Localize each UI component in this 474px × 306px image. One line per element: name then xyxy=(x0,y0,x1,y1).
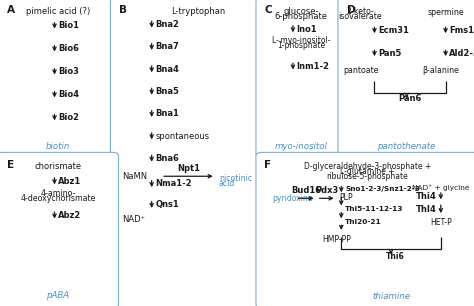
Text: L-glutamine +: L-glutamine + xyxy=(340,167,395,176)
Text: Abz2: Abz2 xyxy=(58,211,82,220)
FancyBboxPatch shape xyxy=(338,0,474,158)
Text: spermine: spermine xyxy=(427,8,464,17)
Text: Bio6: Bio6 xyxy=(58,44,79,53)
Text: PLP: PLP xyxy=(339,193,353,202)
Text: β-alanine: β-alanine xyxy=(422,66,459,75)
FancyBboxPatch shape xyxy=(110,0,264,306)
Text: Fms1: Fms1 xyxy=(449,26,474,35)
Text: Sno1-2-3/Snz1-2-3: Sno1-2-3/Snz1-2-3 xyxy=(345,186,420,192)
Text: Qns1: Qns1 xyxy=(155,200,179,209)
Text: C: C xyxy=(264,5,272,15)
Text: A: A xyxy=(7,5,15,15)
Text: Bio4: Bio4 xyxy=(58,90,79,99)
Text: ribulose-5-phosphate: ribulose-5-phosphate xyxy=(327,172,408,181)
Text: NAD⁺: NAD⁺ xyxy=(122,215,146,224)
Text: pABA: pABA xyxy=(46,292,69,300)
Text: Inm1-2: Inm1-2 xyxy=(297,62,330,71)
Text: D: D xyxy=(347,5,356,15)
Text: Thi4: Thi4 xyxy=(416,192,437,201)
Text: Bna4: Bna4 xyxy=(155,65,179,74)
FancyBboxPatch shape xyxy=(0,0,118,158)
Text: L- myo-inositol-: L- myo-inositol- xyxy=(272,36,330,45)
Text: Bio1: Bio1 xyxy=(58,21,79,30)
Text: Pdx3: Pdx3 xyxy=(315,186,338,195)
Text: B: B xyxy=(119,5,128,15)
Text: Pan5: Pan5 xyxy=(378,49,401,58)
Text: spontaneous: spontaneous xyxy=(155,132,210,141)
Text: acid: acid xyxy=(219,179,236,188)
FancyBboxPatch shape xyxy=(256,0,346,158)
FancyBboxPatch shape xyxy=(0,152,118,306)
Text: HET-P: HET-P xyxy=(430,218,452,226)
Text: Thi6: Thi6 xyxy=(385,252,404,261)
Text: pantoate: pantoate xyxy=(344,66,379,75)
Text: NaMN: NaMN xyxy=(122,172,147,181)
Text: Bud16: Bud16 xyxy=(291,186,321,195)
Text: 1-phosphate: 1-phosphate xyxy=(277,41,325,50)
Text: chorismate: chorismate xyxy=(34,162,82,170)
FancyBboxPatch shape xyxy=(256,152,474,306)
Text: Bna2: Bna2 xyxy=(155,20,179,29)
Text: Bio3: Bio3 xyxy=(58,67,79,76)
Text: pimelic acid (?): pimelic acid (?) xyxy=(26,7,90,16)
Text: Ald2-3: Ald2-3 xyxy=(449,49,474,58)
Text: L-tryptophan: L-tryptophan xyxy=(171,7,225,16)
Text: glucose-: glucose- xyxy=(283,7,319,16)
Text: pyridoxine: pyridoxine xyxy=(273,194,313,203)
Text: Ino1: Ino1 xyxy=(297,24,318,34)
Text: Bio2: Bio2 xyxy=(58,113,79,122)
Text: pantothenate: pantothenate xyxy=(377,142,436,151)
Text: 2-keto-: 2-keto- xyxy=(346,7,374,16)
Text: 4-amino-: 4-amino- xyxy=(40,189,75,198)
Text: 6-phosphate: 6-phosphate xyxy=(274,12,328,21)
Text: Nma1-2: Nma1-2 xyxy=(155,179,192,188)
Text: D-glyceraldehyde-3-phosphate +: D-glyceraldehyde-3-phosphate + xyxy=(304,162,431,170)
Text: isovalerate: isovalerate xyxy=(338,12,382,21)
Text: Thi5-11-12-13: Thi5-11-12-13 xyxy=(345,206,403,212)
Text: biotin: biotin xyxy=(46,142,70,151)
Text: Bna6: Bna6 xyxy=(155,154,179,163)
Text: Abz1: Abz1 xyxy=(58,177,82,186)
Text: F: F xyxy=(264,160,272,170)
Text: 4-deoxychorismate: 4-deoxychorismate xyxy=(20,194,96,203)
Text: Bna7: Bna7 xyxy=(155,42,179,51)
Text: ThI4: ThI4 xyxy=(416,205,437,214)
Text: Ecm31: Ecm31 xyxy=(378,26,409,35)
Text: Thi20-21: Thi20-21 xyxy=(345,219,382,225)
Text: E: E xyxy=(7,160,14,170)
Text: myo-inositol: myo-inositol xyxy=(274,142,328,151)
Text: nicotinic: nicotinic xyxy=(219,174,252,183)
Text: Bna5: Bna5 xyxy=(155,87,179,96)
Text: Pan6: Pan6 xyxy=(398,94,422,103)
Text: Npt1: Npt1 xyxy=(177,164,200,173)
Text: thiamine: thiamine xyxy=(372,293,410,301)
Text: HMP-PP: HMP-PP xyxy=(322,235,351,244)
Text: NAD⁺ + glycine: NAD⁺ + glycine xyxy=(412,185,470,191)
Text: Bna1: Bna1 xyxy=(155,109,179,118)
